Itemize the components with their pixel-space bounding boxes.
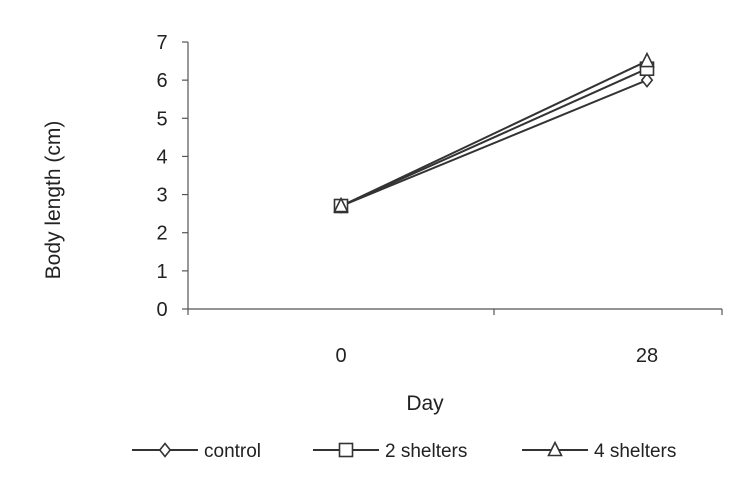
series-line xyxy=(340,60,648,207)
y-tick-label: 2 xyxy=(156,223,167,245)
x-tick-label: 0 xyxy=(335,345,346,367)
y-tick-label: 7 xyxy=(156,32,167,54)
y-tick-label: 5 xyxy=(156,108,167,130)
series-line xyxy=(340,79,648,207)
y-tick-label: 4 xyxy=(156,146,167,168)
diamond-marker xyxy=(640,72,654,88)
triangle-marker xyxy=(639,51,655,68)
legend-label: control xyxy=(204,441,261,462)
square-marker xyxy=(338,442,354,458)
triangle-marker xyxy=(547,440,563,457)
legend-label: 2 shelters xyxy=(385,441,467,462)
x-axis: 0 28 xyxy=(187,308,723,367)
y-tick-label: 0 xyxy=(156,299,167,321)
triangle-marker xyxy=(333,196,349,213)
x-tick-label: 28 xyxy=(636,345,658,367)
x-axis-title: Day xyxy=(406,392,444,415)
y-axis-title: Body length (cm) xyxy=(42,121,65,280)
series-line xyxy=(340,67,648,207)
legend-label: 4 shelters xyxy=(594,441,676,462)
y-tick-label: 1 xyxy=(156,261,167,283)
legend: control 2 shelters 4 shelters xyxy=(132,440,676,462)
y-axis: 0 1 2 3 4 5 6 7 xyxy=(156,32,189,321)
y-tick-label: 3 xyxy=(156,185,167,207)
diamond-marker xyxy=(158,442,172,458)
y-tick-label: 6 xyxy=(156,70,167,92)
series-lines xyxy=(333,51,655,214)
